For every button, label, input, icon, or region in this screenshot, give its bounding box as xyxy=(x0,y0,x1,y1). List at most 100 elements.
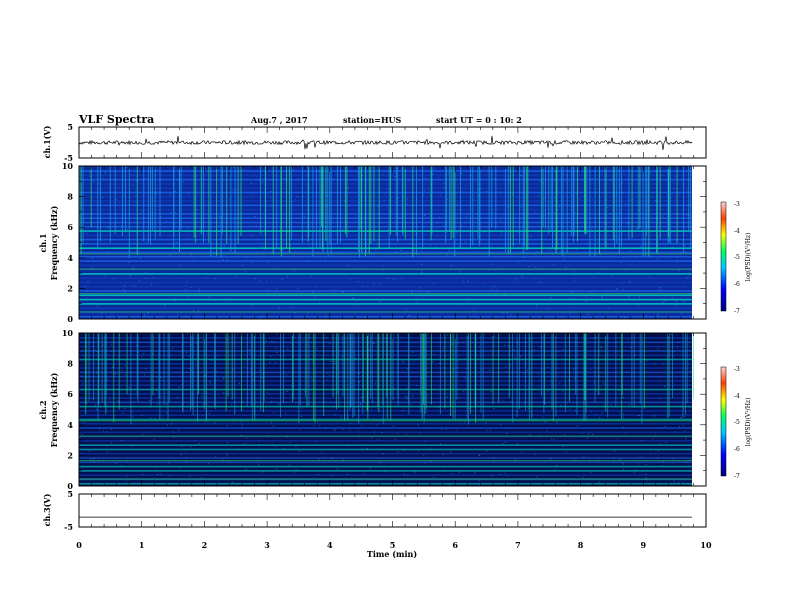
noise-speckle xyxy=(460,173,463,175)
noise-speckle xyxy=(418,432,420,434)
sferic xyxy=(332,333,334,398)
sferic xyxy=(154,166,156,240)
noise-speckle xyxy=(288,444,290,446)
noise-speckle xyxy=(625,203,627,205)
noise-speckle xyxy=(315,191,317,193)
noise-speckle xyxy=(286,275,289,277)
noise-speckle xyxy=(180,196,182,198)
noise-speckle xyxy=(508,279,510,281)
noise-speckle xyxy=(156,187,158,189)
sferic xyxy=(422,333,424,405)
noise-speckle xyxy=(329,374,331,376)
sferic xyxy=(551,333,553,410)
noise-speckle xyxy=(251,233,254,235)
noise-speckle xyxy=(536,251,538,253)
noise-speckle xyxy=(558,294,560,296)
noise-speckle xyxy=(368,224,371,226)
spectral-band xyxy=(79,367,692,369)
noise-speckle xyxy=(347,187,350,189)
spectral-band xyxy=(79,405,692,408)
noise-speckle xyxy=(632,198,634,200)
sferic xyxy=(628,166,630,240)
sferic xyxy=(621,333,623,419)
noise-speckle xyxy=(592,337,594,339)
noise-speckle xyxy=(98,189,101,191)
noise-speckle xyxy=(654,435,656,437)
noise-speckle xyxy=(299,292,302,294)
sferic xyxy=(320,166,322,228)
noise-speckle xyxy=(467,280,469,282)
noise-speckle xyxy=(504,293,506,295)
noise-speckle xyxy=(478,188,480,190)
noise-speckle xyxy=(406,398,409,400)
noise-speckle xyxy=(504,441,507,443)
noise-speckle xyxy=(253,379,255,381)
noise-speckle xyxy=(629,484,631,486)
noise-speckle xyxy=(425,177,427,179)
noise-speckle xyxy=(491,263,493,265)
noise-speckle xyxy=(649,435,651,437)
noise-speckle xyxy=(335,232,337,234)
noise-speckle xyxy=(353,380,355,382)
noise-speckle xyxy=(538,194,540,196)
sferic xyxy=(136,333,138,397)
noise-speckle xyxy=(115,226,118,228)
noise-speckle xyxy=(148,400,151,402)
noise-speckle xyxy=(642,250,644,252)
noise-speckle xyxy=(110,442,113,444)
noise-speckle xyxy=(411,289,413,291)
noise-speckle xyxy=(288,194,290,196)
sferic xyxy=(290,166,292,240)
noise-speckle xyxy=(162,478,164,480)
noise-speckle xyxy=(623,257,625,259)
noise-speckle xyxy=(586,417,588,419)
noise-speckle xyxy=(487,170,489,172)
x-tick-label: 6 xyxy=(452,540,458,550)
noise-speckle xyxy=(363,238,366,240)
spectral-band xyxy=(79,345,692,348)
noise-speckle xyxy=(187,280,189,282)
sferic xyxy=(555,166,557,254)
noise-speckle xyxy=(187,295,189,297)
noise-speckle xyxy=(297,243,299,245)
sferic xyxy=(540,333,542,396)
noise-speckle xyxy=(311,275,313,277)
ch2-freq-label: Frequency (kHz) xyxy=(49,372,59,447)
spectral-band xyxy=(79,303,692,305)
spectral-band xyxy=(79,362,692,365)
noise-speckle xyxy=(283,187,286,189)
noise-speckle xyxy=(106,252,108,254)
noise-speckle xyxy=(425,411,427,413)
noise-speckle xyxy=(430,245,432,247)
noise-speckle xyxy=(351,297,354,299)
noise-speckle xyxy=(102,430,105,432)
sferic xyxy=(621,333,623,395)
noise-speckle xyxy=(579,198,581,200)
noise-speckle xyxy=(613,194,615,196)
noise-speckle xyxy=(312,379,314,381)
noise-speckle xyxy=(653,363,656,365)
y-tick-label: 6 xyxy=(67,389,73,399)
sferic xyxy=(390,166,391,235)
sferic xyxy=(85,333,87,415)
spectral-band xyxy=(79,183,692,185)
noise-speckle xyxy=(600,253,602,255)
noise-speckle xyxy=(166,303,168,305)
noise-speckle xyxy=(244,465,246,467)
spectral-line xyxy=(79,292,692,295)
noise-speckle xyxy=(436,294,438,296)
sferic xyxy=(686,333,688,404)
noise-speckle xyxy=(634,460,636,462)
noise-speckle xyxy=(451,473,453,475)
noise-speckle xyxy=(381,431,383,433)
noise-speckle xyxy=(281,279,283,281)
noise-speckle xyxy=(312,361,315,363)
sferic xyxy=(386,333,388,419)
noise-speckle xyxy=(644,364,646,366)
noise-speckle xyxy=(397,433,399,435)
noise-speckle xyxy=(343,458,345,460)
spectral-band xyxy=(79,174,692,177)
noise-speckle xyxy=(306,313,309,315)
sferic xyxy=(291,333,293,403)
noise-speckle xyxy=(229,245,232,247)
